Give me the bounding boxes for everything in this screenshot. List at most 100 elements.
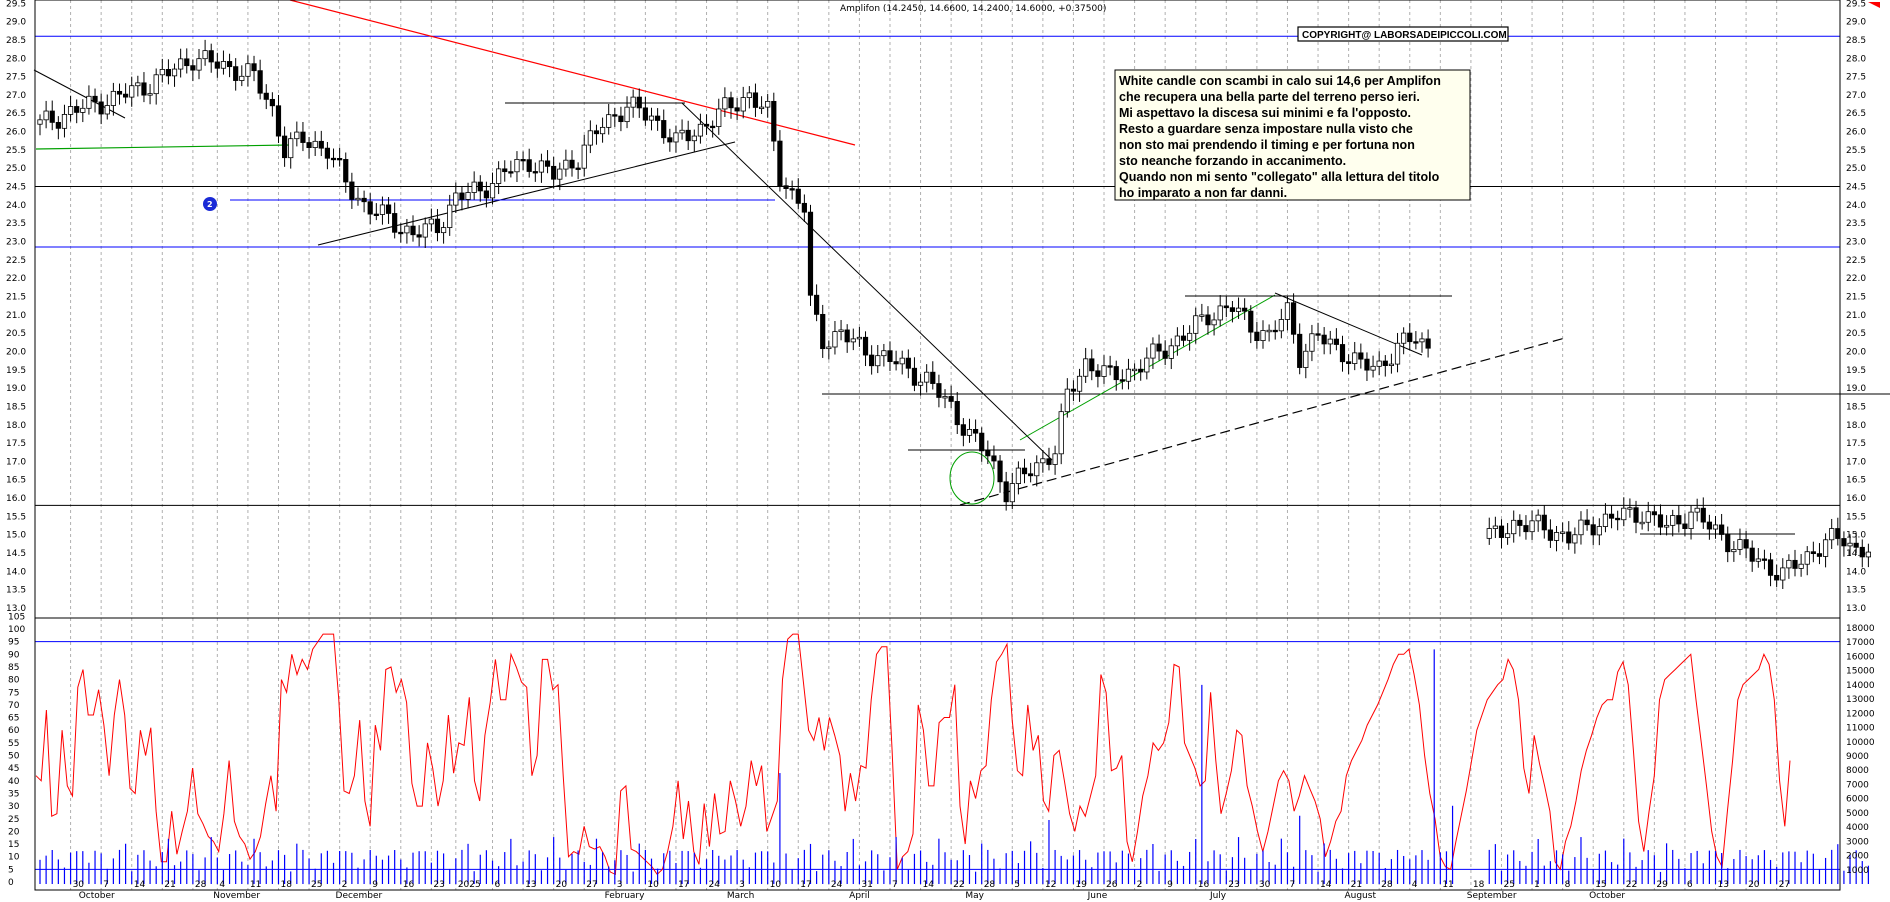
price-tick-left-2: 14.0 bbox=[6, 567, 26, 577]
day-label-45: 11 bbox=[1442, 880, 1453, 890]
c1-candle-42 bbox=[294, 131, 300, 140]
c1-candle-198 bbox=[1248, 310, 1254, 333]
c1-candle-194 bbox=[1223, 305, 1229, 309]
osc-tick-3: 15 bbox=[8, 840, 19, 850]
c1-candle-162 bbox=[1028, 473, 1034, 477]
c1-candle-118 bbox=[758, 106, 765, 110]
c2-candle-245 bbox=[1535, 514, 1541, 522]
c2-candle-278 bbox=[1737, 539, 1743, 550]
c1-candle-184 bbox=[1162, 350, 1168, 359]
c1-candle-58 bbox=[392, 213, 398, 233]
day-label-21: 24 bbox=[709, 880, 721, 890]
c1-candle-223 bbox=[1401, 332, 1407, 344]
c1-candle-182 bbox=[1150, 343, 1156, 359]
day-label-52: 29 bbox=[1656, 880, 1668, 890]
c1-candle-26 bbox=[196, 58, 202, 71]
c1-candle-89 bbox=[581, 144, 587, 169]
price-tick-left-18: 22.0 bbox=[6, 274, 26, 284]
osc-tick-6: 30 bbox=[8, 802, 20, 812]
month-label-3: February bbox=[605, 891, 646, 901]
c1-candle-158 bbox=[1003, 481, 1009, 503]
c1-candle-95 bbox=[618, 115, 624, 123]
volume-tick-14: 15000 bbox=[1846, 667, 1875, 677]
day-label-4: 28 bbox=[195, 880, 207, 890]
price-tick-left-32: 29.0 bbox=[6, 18, 26, 28]
c1-candle-94 bbox=[612, 114, 618, 117]
c1-candle-57 bbox=[385, 204, 392, 214]
c1-candle-37 bbox=[263, 92, 269, 100]
month-label-10: September bbox=[1467, 891, 1517, 901]
c1-candle-12 bbox=[110, 90, 116, 106]
day-label-35: 2 bbox=[1137, 880, 1143, 890]
c1-candle-35 bbox=[251, 63, 257, 72]
c1-candle-48 bbox=[330, 157, 337, 161]
c1-candle-3 bbox=[55, 121, 61, 129]
c2-candle-296 bbox=[1847, 542, 1853, 547]
price-tick-left-0: 13.0 bbox=[6, 604, 26, 614]
volume-tick-1: 2000 bbox=[1846, 852, 1869, 862]
c2-candle-243 bbox=[1523, 525, 1529, 533]
c2-candle-247 bbox=[1547, 529, 1554, 541]
c1-candle-221 bbox=[1388, 363, 1395, 366]
c1-candle-30 bbox=[220, 61, 227, 69]
left-price-axis: 13.0 13.5 14.0 14.5 15.0 15.5 16.0 16.5 17.0 17.5… bbox=[6, 0, 26, 614]
c1-candle-66 bbox=[440, 227, 447, 234]
price-tick-right-6: 16.0 bbox=[1846, 494, 1866, 504]
volume-tick-6: 7000 bbox=[1846, 780, 1869, 790]
c2-candle-249 bbox=[1560, 531, 1566, 534]
c1-candle-145 bbox=[924, 371, 930, 383]
c1-candle-82 bbox=[538, 160, 545, 173]
c2-candle-274 bbox=[1712, 524, 1719, 530]
c1-candle-101 bbox=[655, 115, 661, 121]
c1-candle-157 bbox=[997, 460, 1003, 483]
c1-candle-76 bbox=[502, 168, 508, 173]
marker-label: 2 bbox=[207, 200, 213, 209]
day-label-23: 10 bbox=[770, 880, 782, 890]
day-label-49: 8 bbox=[1565, 880, 1571, 890]
c1-candle-210 bbox=[1321, 334, 1327, 345]
volume-tick-17: 18000 bbox=[1846, 624, 1875, 634]
c1-candle-164 bbox=[1040, 458, 1046, 464]
c1-candle-99 bbox=[642, 107, 648, 121]
c2-candle-277 bbox=[1731, 548, 1737, 553]
c1-candle-149 bbox=[948, 396, 954, 402]
c1-candle-102 bbox=[661, 120, 667, 139]
price-tick-left-26: 26.0 bbox=[6, 128, 26, 138]
c1-candle-196 bbox=[1235, 307, 1242, 312]
c1-candle-14 bbox=[123, 93, 129, 98]
c1-candle-181 bbox=[1144, 357, 1150, 373]
price-tick-right-28: 27.0 bbox=[1846, 91, 1866, 101]
c1-candle-128 bbox=[820, 313, 826, 350]
day-label-53: 6 bbox=[1687, 880, 1693, 890]
c1-candle-205 bbox=[1290, 302, 1297, 335]
c1-candle-29 bbox=[214, 61, 220, 69]
price-tick-left-11: 18.5 bbox=[6, 402, 26, 412]
volume-tick-4: 5000 bbox=[1846, 809, 1869, 819]
trend-lines bbox=[33, 0, 1890, 535]
price-tick-right-14: 20.0 bbox=[1846, 347, 1866, 357]
c1-candle-8 bbox=[86, 95, 92, 109]
c1-candle-156 bbox=[991, 455, 997, 462]
c2-candle-248 bbox=[1553, 532, 1560, 541]
c1-candle-186 bbox=[1174, 335, 1180, 347]
c1-candle-53 bbox=[361, 197, 367, 203]
c1-candle-216 bbox=[1358, 352, 1364, 360]
day-label-14: 6 bbox=[495, 880, 501, 890]
volume-tick-5: 6000 bbox=[1846, 795, 1869, 805]
day-label-36: 9 bbox=[1167, 880, 1173, 890]
c1-candle-161 bbox=[1021, 467, 1028, 475]
price-tick-left-16: 21.0 bbox=[6, 311, 26, 321]
c1-candle-227 bbox=[1425, 338, 1431, 349]
price-tick-left-33: 29.5 bbox=[6, 0, 26, 9]
c1-candle-18 bbox=[147, 93, 153, 96]
day-label-42: 21 bbox=[1351, 880, 1362, 890]
day-label-26: 31 bbox=[861, 880, 872, 890]
c1-candle-41 bbox=[288, 138, 294, 159]
c1-candle-75 bbox=[496, 168, 502, 184]
c1-candle-129 bbox=[826, 346, 832, 350]
c1-candle-134 bbox=[856, 336, 863, 340]
c1-candle-15 bbox=[129, 85, 135, 98]
day-label-40: 7 bbox=[1289, 880, 1295, 890]
osc-tick-4: 20 bbox=[8, 827, 20, 837]
day-label-0: 30 bbox=[73, 880, 85, 890]
